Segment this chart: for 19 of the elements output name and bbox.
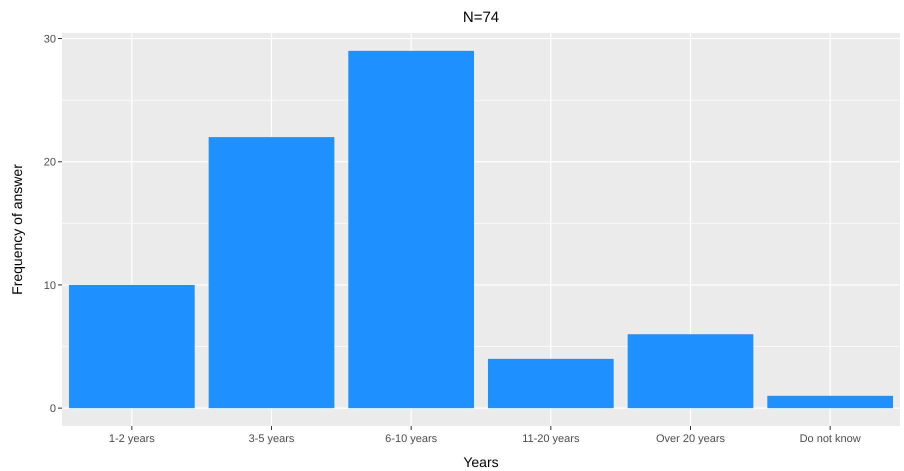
y-tick-label: 0 [50, 402, 56, 415]
bar [68, 284, 195, 408]
y-tick-label: 20 [44, 156, 56, 169]
x-axis-title: Years [463, 454, 499, 470]
bar [348, 50, 474, 408]
x-tick-label: 1-2 years [108, 433, 156, 445]
y-tick-label: 10 [44, 280, 56, 292]
y-tick-label: 30 [44, 33, 56, 46]
bar [767, 396, 894, 408]
bar [628, 334, 754, 408]
x-tick-label: Over 20 years [656, 433, 726, 445]
y-axis-title: Frequency of answer [9, 164, 25, 295]
x-tick-label: 3-5 years [248, 433, 295, 445]
chart-title: N=74 [462, 9, 500, 26]
bar [488, 358, 614, 408]
x-tick-label: 11-20 years [522, 433, 580, 445]
x-tick-label: Do not know [800, 433, 861, 445]
bar [208, 137, 334, 408]
x-tick-label: 6-10 years [385, 433, 438, 445]
